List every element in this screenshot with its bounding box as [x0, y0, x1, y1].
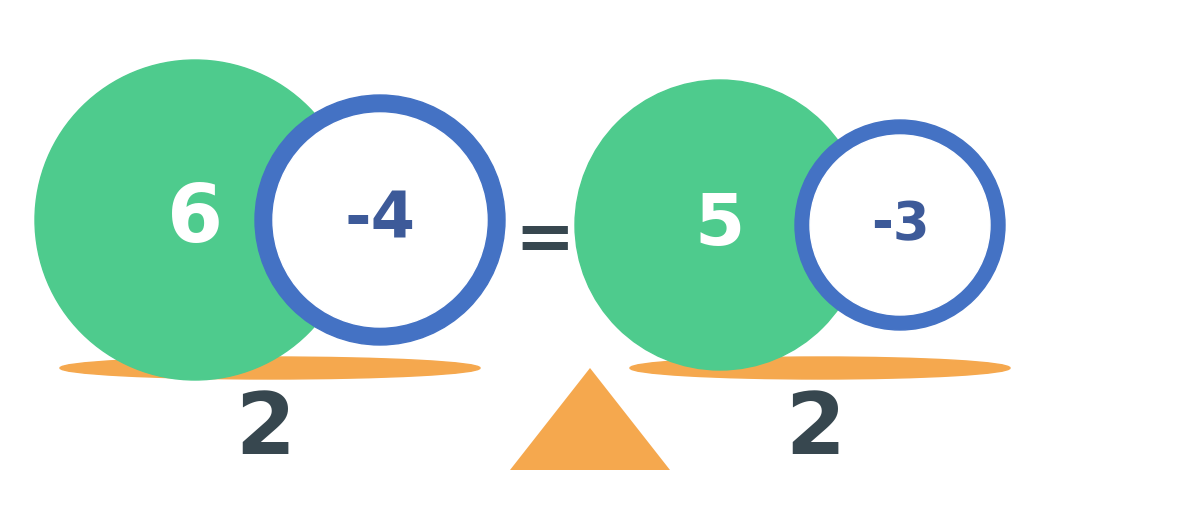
Circle shape — [274, 113, 487, 327]
Text: classace.io: classace.io — [530, 491, 650, 510]
Polygon shape — [510, 368, 670, 470]
Text: 2: 2 — [785, 388, 845, 472]
Text: 5: 5 — [695, 190, 745, 259]
Ellipse shape — [60, 357, 480, 379]
Text: -4: -4 — [344, 189, 415, 251]
Text: -3: -3 — [871, 199, 929, 251]
Text: 6: 6 — [167, 181, 223, 259]
Circle shape — [575, 80, 865, 370]
Ellipse shape — [630, 357, 1010, 379]
Circle shape — [796, 120, 1006, 330]
Circle shape — [256, 95, 505, 345]
Text: =: = — [515, 206, 575, 275]
Text: 2: 2 — [235, 388, 295, 472]
Circle shape — [810, 135, 990, 315]
Circle shape — [35, 60, 355, 380]
